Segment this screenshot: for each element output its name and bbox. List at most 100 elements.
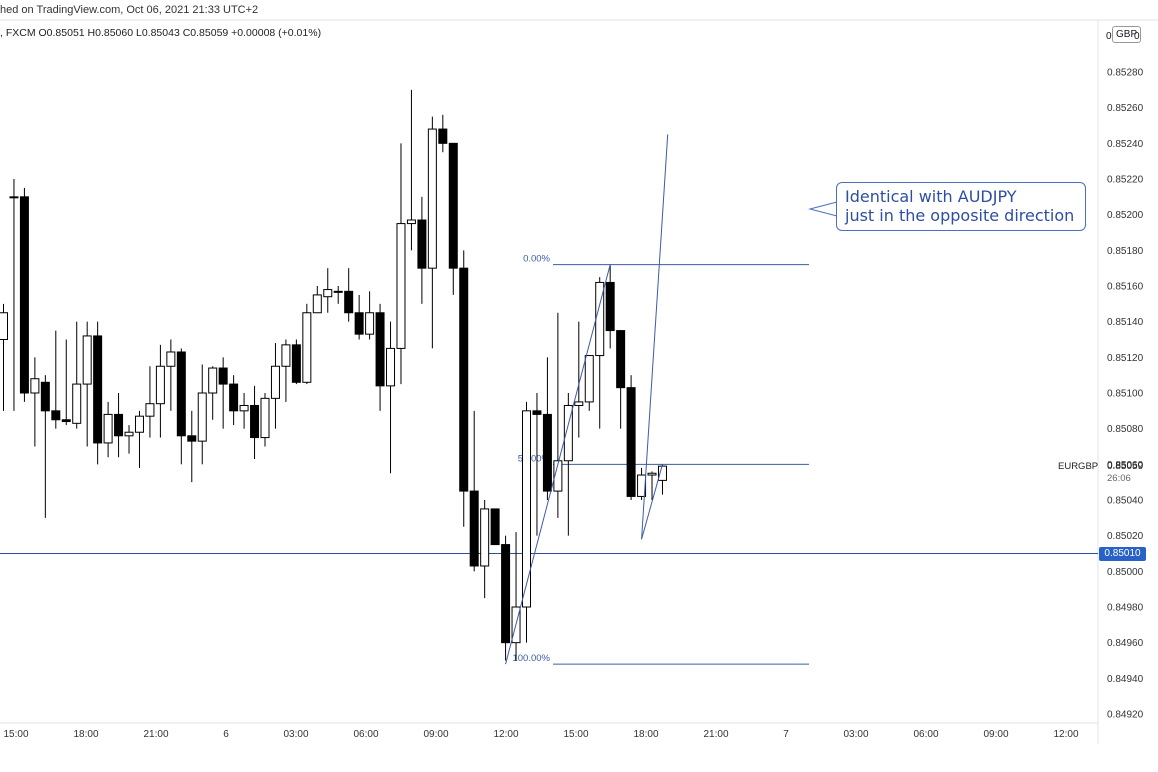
candle [312, 286, 322, 314]
symbol-label: EURGBP [1058, 461, 1099, 472]
candle-body [532, 410, 542, 415]
candle [417, 196, 427, 304]
candle [657, 464, 667, 495]
candle [406, 89, 416, 251]
candle [260, 393, 270, 447]
candle-body [176, 351, 186, 437]
candle-body [250, 404, 260, 439]
candle [72, 321, 82, 429]
price-tick-label: 0.84940 [1107, 674, 1144, 685]
candle [134, 410, 144, 468]
candle [616, 330, 626, 429]
candle [344, 268, 354, 322]
candle [386, 321, 396, 474]
time-tick-label: 21:00 [143, 729, 168, 740]
candle [522, 401, 531, 643]
candle-body [145, 403, 155, 417]
time-tick-label: 09:00 [983, 729, 1008, 740]
time-tick-label: 15:00 [563, 729, 588, 740]
price-tick-label: 0.85160 [1107, 282, 1144, 293]
candle [218, 357, 228, 429]
bar-countdown: 26:06 [1107, 473, 1131, 484]
candle [626, 375, 636, 500]
candle-body [626, 387, 636, 497]
candle-body [229, 383, 239, 412]
candle [553, 312, 563, 518]
candle [166, 339, 176, 411]
candle [584, 355, 594, 411]
time-tick-label: 03:00 [283, 729, 308, 740]
candle [427, 116, 437, 349]
candle-body [553, 460, 563, 492]
time-tick-label: 21:00 [703, 729, 728, 740]
candle [323, 268, 333, 313]
horizontal-line-price-badge: 0.85010 [1099, 547, 1146, 561]
callout-pointer [808, 201, 838, 217]
candle [542, 357, 552, 500]
candle-body [469, 490, 479, 567]
candle [396, 143, 406, 385]
candle [448, 142, 458, 295]
candle [354, 294, 364, 340]
candle [197, 364, 207, 465]
candle-body [417, 219, 427, 269]
time-tick-label: 06:00 [353, 729, 378, 740]
price-tick-label: 0.85200 [1107, 210, 1144, 221]
candle [93, 321, 103, 465]
candle [30, 357, 40, 447]
candle [532, 393, 542, 536]
annotation-callout[interactable]: Identical with AUDJPY just in the opposi… [836, 182, 1086, 231]
candle-body [542, 413, 552, 492]
candle [229, 375, 239, 426]
candle-body [208, 367, 218, 394]
time-tick-label: 7 [783, 729, 789, 740]
trend-line [641, 464, 663, 540]
candle [176, 348, 186, 465]
candle [40, 375, 50, 518]
candle [61, 339, 71, 426]
candle [365, 291, 375, 340]
currency-badge[interactable]: GBP [1112, 26, 1142, 43]
candle-body [459, 267, 469, 492]
candle-body [522, 410, 531, 608]
candle [51, 330, 61, 429]
candle-body [386, 347, 396, 387]
candle [501, 535, 511, 661]
candle-body [637, 474, 647, 497]
candle-body [501, 544, 511, 644]
candle-body [270, 365, 280, 399]
price-tick-label: 0.85180 [1107, 246, 1144, 257]
price-tick-label: 0.85140 [1107, 317, 1144, 328]
candle [574, 321, 584, 438]
fib-level-label: 100.00% [512, 653, 550, 664]
candle [250, 385, 260, 459]
candle-body [30, 378, 40, 394]
time-tick-label: 09:00 [423, 729, 448, 740]
candle [605, 264, 615, 349]
price-tick-label: 0.85080 [1107, 424, 1144, 435]
ohlc-legend: , FXCM O0.85051 H0.85060 L0.85043 C0.850… [0, 27, 322, 39]
price-tick-label: 0.85060 [1107, 460, 1144, 471]
candle [239, 393, 249, 429]
price-tick-label: 0.85260 [1107, 103, 1144, 114]
price-tick-label: 0.85100 [1107, 389, 1144, 400]
candle [145, 366, 155, 438]
candle-body [396, 223, 406, 349]
price-tick-label: 0.85120 [1107, 353, 1144, 364]
candle-body [260, 397, 270, 439]
candle-body [375, 312, 385, 387]
price-tick-label: 0.85240 [1107, 139, 1144, 150]
time-tick-label: 06:00 [913, 729, 938, 740]
candle-body [490, 508, 500, 546]
candle-body [124, 431, 134, 437]
candle [103, 401, 113, 458]
candle [281, 339, 291, 402]
candle [0, 303, 8, 411]
candle-body [51, 410, 61, 421]
candle-body [563, 404, 573, 462]
time-tick-label: 18:00 [633, 729, 658, 740]
time-tick-label: 12:00 [493, 729, 518, 740]
candle-body [19, 196, 29, 394]
annotation-line-2: just in the opposite direction [845, 206, 1075, 225]
